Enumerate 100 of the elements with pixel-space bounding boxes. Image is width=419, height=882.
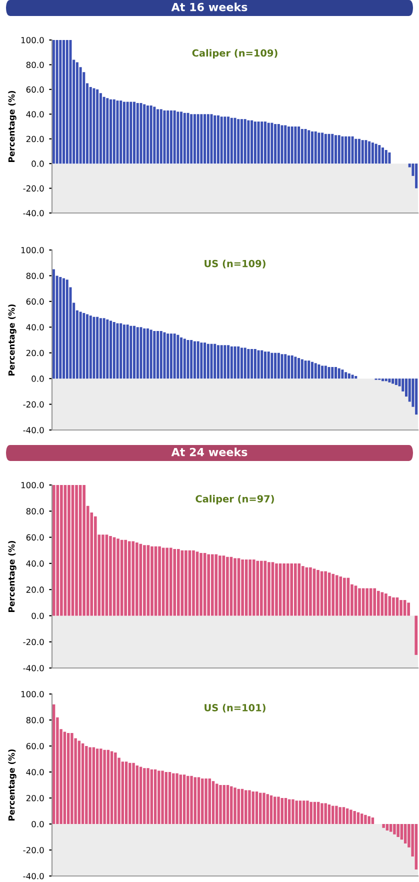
- bar: [290, 126, 294, 164]
- bar: [150, 330, 152, 379]
- bar: [250, 349, 254, 379]
- bar: [183, 338, 186, 379]
- y-tick-label: 0.0: [32, 160, 44, 167]
- y-tick-label: 60.0: [26, 298, 44, 305]
- bar: [234, 788, 236, 824]
- y-tick-label: -20.0: [23, 638, 44, 646]
- bar: [183, 112, 186, 164]
- bar: [92, 747, 96, 824]
- y-tick-label: 100.0: [21, 690, 44, 698]
- bar: [166, 110, 170, 164]
- bar: [324, 571, 327, 616]
- bar: [255, 792, 258, 824]
- bar: [176, 334, 180, 379]
- bar: [150, 769, 154, 824]
- bar: [234, 346, 236, 379]
- y-axis-title: Percentage (%): [8, 90, 16, 162]
- y-tick-label: 100.0: [21, 36, 44, 44]
- bar: [284, 125, 287, 164]
- bar: [82, 313, 86, 379]
- bar: [358, 138, 360, 164]
- bar: [226, 785, 230, 824]
- bar: [130, 326, 132, 379]
- bar: [288, 799, 291, 824]
- bar: [126, 102, 129, 164]
- y-tick-label: 0.0: [32, 820, 44, 828]
- bar: [393, 824, 396, 834]
- bar: [59, 277, 62, 379]
- bar: [112, 322, 116, 379]
- bar: [254, 122, 256, 164]
- bar: [92, 316, 96, 379]
- bar: [100, 748, 102, 824]
- bar: [302, 800, 306, 824]
- bar: [219, 785, 222, 824]
- bar: [173, 110, 176, 164]
- bar: [166, 334, 170, 379]
- bar: [210, 344, 213, 379]
- bar: [136, 103, 139, 164]
- bar: [224, 116, 226, 164]
- bar: [156, 331, 160, 379]
- bar: [381, 148, 384, 164]
- bar: [230, 118, 233, 164]
- bar: [143, 768, 146, 824]
- bar: [66, 733, 70, 824]
- bar: [256, 560, 260, 616]
- bar: [103, 750, 106, 824]
- bar: [214, 344, 216, 379]
- bar: [106, 750, 110, 824]
- bar: [264, 352, 266, 379]
- bar: [292, 799, 294, 824]
- bar: [227, 345, 230, 379]
- bar: [102, 318, 106, 379]
- bar: [56, 40, 58, 164]
- bar: [241, 560, 244, 616]
- bar: [332, 574, 335, 616]
- bar: [240, 788, 244, 824]
- bar: [210, 114, 213, 164]
- bar: [214, 554, 218, 616]
- bar: [274, 124, 277, 164]
- bar: [132, 762, 135, 824]
- bar: [260, 560, 263, 616]
- y-tick-label: 100.0: [21, 246, 44, 254]
- bar: [341, 370, 344, 379]
- bar: [324, 803, 327, 824]
- bar: [257, 122, 260, 164]
- bar: [344, 136, 348, 164]
- bar: [190, 776, 193, 824]
- bar: [59, 40, 62, 164]
- y-tick-label: 100.0: [21, 482, 44, 488]
- bar: [378, 145, 381, 164]
- bar: [348, 136, 350, 164]
- bar: [328, 804, 331, 824]
- bar: [143, 104, 146, 164]
- bar: [277, 796, 280, 824]
- bar: [112, 99, 116, 164]
- y-axis-title: Percentage (%): [8, 304, 16, 376]
- bar: [343, 578, 346, 616]
- bar: [164, 772, 168, 824]
- bar: [314, 131, 317, 164]
- bar: [109, 536, 112, 616]
- y-tick-label: 40.0: [26, 768, 44, 776]
- bar: [351, 136, 354, 164]
- bar: [122, 102, 126, 164]
- bar: [339, 576, 342, 616]
- bar: [222, 785, 226, 824]
- bar: [56, 485, 60, 616]
- bar: [353, 811, 356, 824]
- bar: [79, 312, 82, 379]
- bar: [338, 135, 340, 164]
- y-tick-label: 0.0: [32, 612, 44, 619]
- bar: [170, 334, 172, 379]
- bar: [89, 316, 92, 379]
- y-tick-label: -40.0: [23, 210, 44, 216]
- bar: [371, 142, 374, 164]
- bar: [212, 781, 215, 824]
- y-tick-label: 60.0: [26, 534, 44, 541]
- bar: [264, 122, 266, 164]
- bar: [136, 327, 139, 379]
- bar: [173, 549, 176, 616]
